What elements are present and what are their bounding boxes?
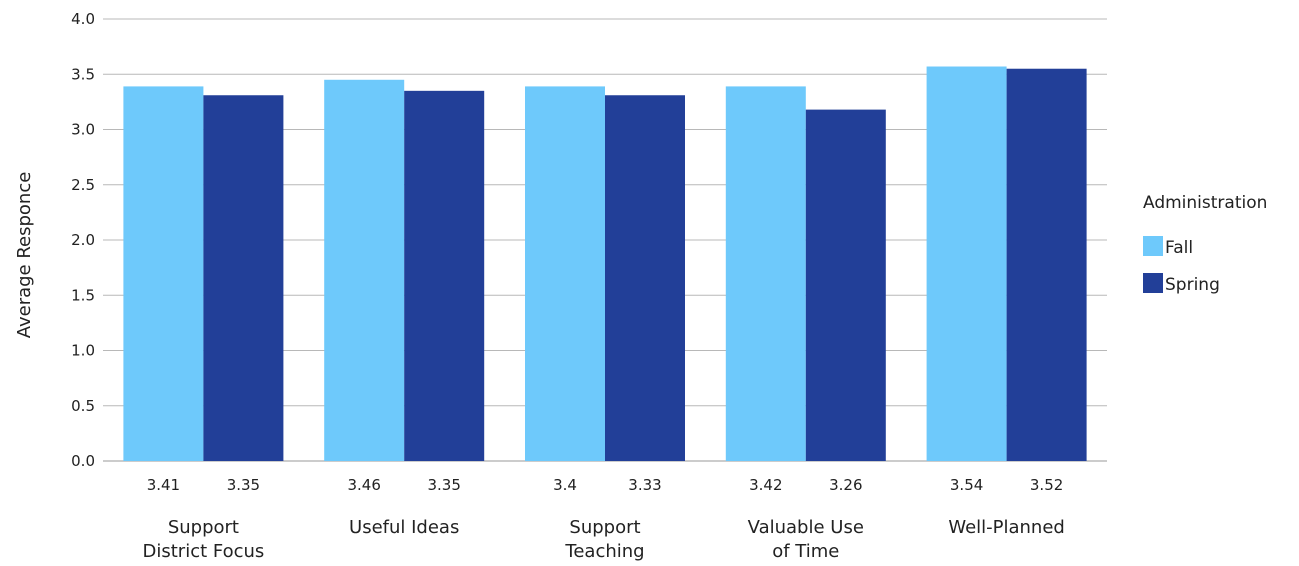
value-labels: 3.41 3.35 3.46 3.35 3.4 3.33 3.42 3.26 3.54 3.52 (147, 476, 1064, 494)
bar-spring (1006, 68, 1087, 461)
bar-fall (525, 86, 605, 461)
bar-spring (203, 95, 284, 462)
value-label: 3.35 (227, 476, 260, 494)
bar-spring (605, 95, 685, 462)
value-label: 3.54 (950, 476, 983, 494)
category-labels: Support District Focus Useful Ideas Support… (143, 517, 1065, 562)
category-label: Valuable Use (748, 517, 864, 538)
y-tick-label: 2.0 (71, 231, 95, 249)
y-tick-label: 0.5 (71, 397, 95, 415)
y-axis-title: Average Responce (14, 172, 35, 339)
legend-title: Administration (1143, 193, 1267, 213)
category-label: of Time (772, 541, 839, 562)
value-label: 3.41 (147, 476, 180, 494)
legend-swatch-spring (1143, 273, 1163, 293)
legend-swatch-fall (1143, 236, 1163, 256)
category-label: Support (569, 517, 640, 538)
y-tick-label: 1.0 (71, 342, 95, 360)
bar-spring (404, 90, 485, 461)
value-label: 3.52 (1030, 476, 1063, 494)
y-tick-label: 4.0 (71, 10, 95, 28)
category-label: Support (168, 517, 239, 538)
value-label: 3.33 (628, 476, 661, 494)
y-tick-label: 3.5 (71, 65, 95, 83)
legend: Administration Fall Spring (1143, 193, 1267, 295)
y-tick-label: 3.0 (71, 121, 95, 139)
category-label: District Focus (143, 541, 265, 562)
bars (123, 66, 1087, 462)
legend-label: Spring (1165, 275, 1220, 295)
bar-fall (725, 86, 806, 461)
bar-spring (805, 109, 886, 462)
y-axis-tick-labels: 0.0 0.5 1.0 1.5 2.0 2.5 3.0 3.5 4.0 (71, 10, 95, 470)
category-label: Useful Ideas (349, 517, 459, 538)
value-label: 3.46 (347, 476, 380, 494)
y-tick-label: 2.5 (71, 176, 95, 194)
bar-fall (926, 66, 1007, 461)
value-label: 3.26 (829, 476, 862, 494)
category-label: Well-Planned (948, 517, 1065, 538)
y-tick-label: 1.5 (71, 286, 95, 304)
bar-fall (324, 79, 405, 462)
bar-fall (123, 86, 204, 461)
value-label: 3.42 (749, 476, 782, 494)
value-label: 3.4 (553, 476, 577, 494)
category-label: Teaching (564, 541, 644, 562)
y-tick-label: 0.0 (71, 452, 95, 470)
value-label: 3.35 (427, 476, 460, 494)
legend-label: Fall (1165, 238, 1193, 258)
